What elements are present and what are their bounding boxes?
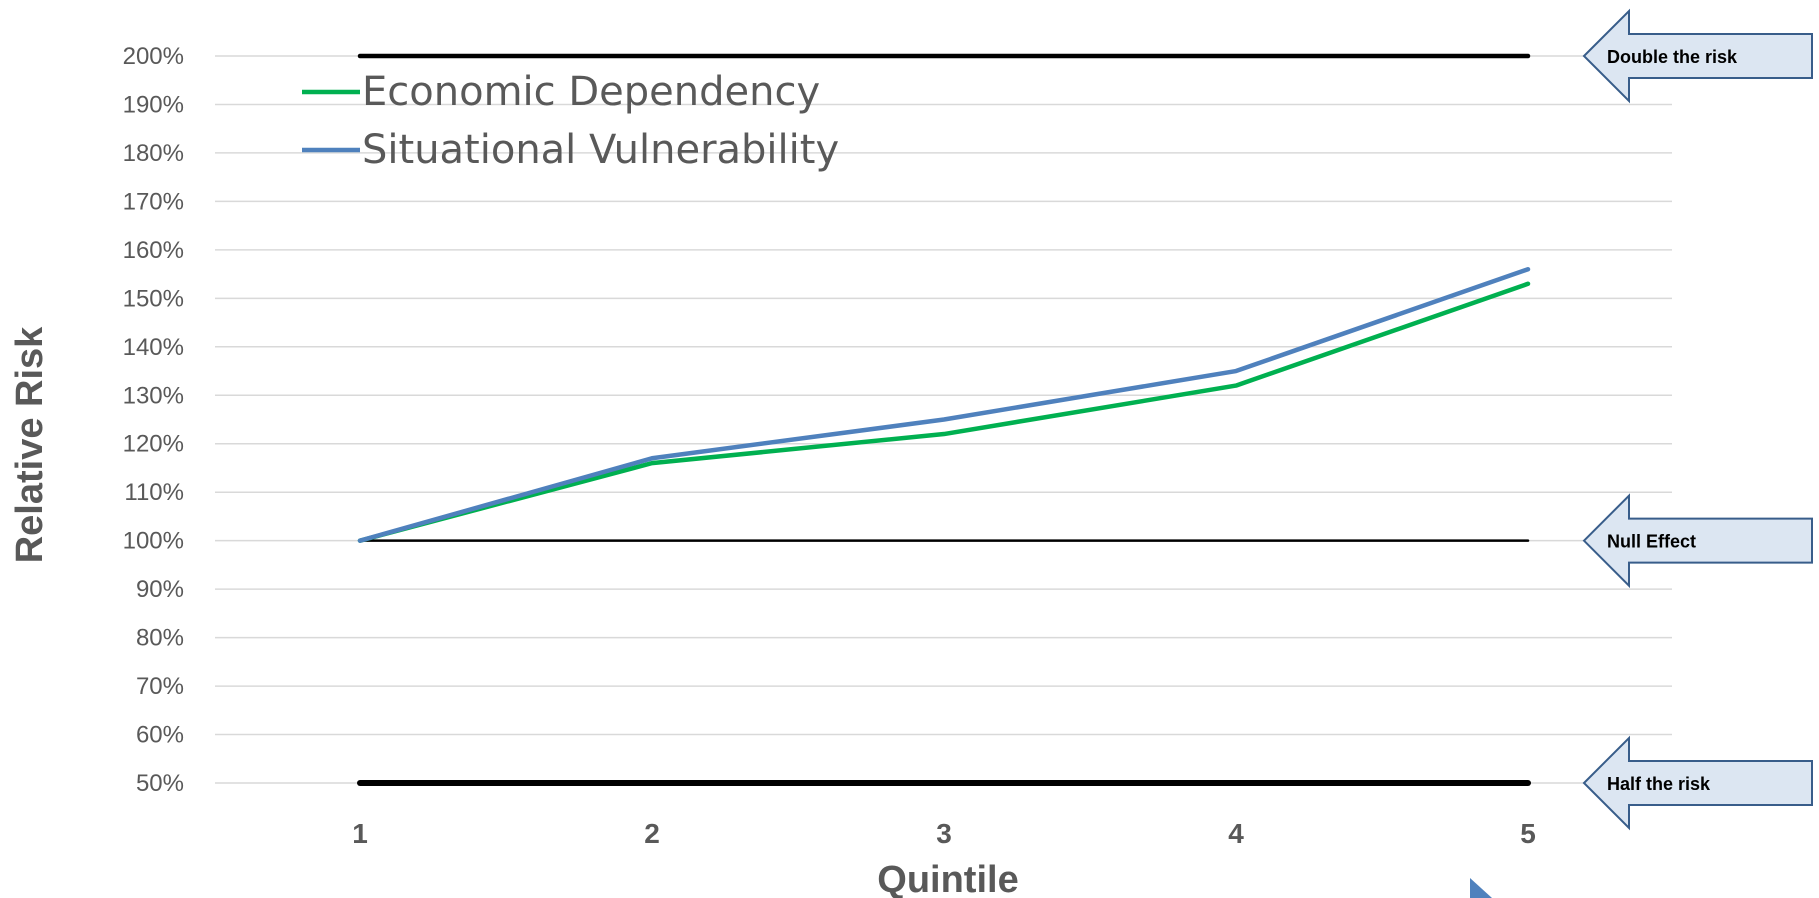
series-line [357,267,1531,543]
partial-arrow-shape [1470,878,1492,898]
callout-arrow [1582,8,1813,104]
callout-label: Null Effect [1607,532,1696,552]
y-tick-label: 170% [123,188,184,215]
series-line [357,281,1531,543]
y-tick-label: 80% [136,625,184,652]
y-tick-label: 190% [123,91,184,118]
callout-label: Half the risk [1607,774,1711,794]
y-tick-label: 70% [136,673,184,700]
x-tick-label: 1 [352,818,368,849]
y-tick-label: 140% [123,334,184,361]
y-tick-label: 160% [123,237,184,264]
callout-arrow [1582,493,1813,589]
y-tick-label: 130% [123,382,184,409]
x-axis-title: Quintile [877,859,1018,898]
y-tick-label: 180% [123,140,184,167]
y-tick-label: 50% [136,770,184,797]
y-tick-label: 120% [123,431,184,458]
callout-label: Double the risk [1607,47,1738,67]
reference-lines [357,53,1531,786]
x-tick-label: 3 [936,818,952,849]
y-tick-label: 200% [123,43,184,70]
legend: Economic Dependency Situational Vulnerabi… [302,69,839,173]
y-tick-label: 150% [123,285,184,312]
y-axis-title: Relative Risk [9,326,51,563]
x-tick-label: 4 [1228,818,1244,849]
y-tick-label: 90% [136,576,184,603]
x-axis-ticks: 1 2 3 4 5 [352,818,1536,849]
y-tick-label: 100% [123,528,184,555]
legend-label: Situational Vulnerability [362,127,839,173]
y-axis-ticks: 50% 60% 70% 80% 90% 100% 110% 120% 130% 140% 150% 1… [123,43,184,797]
x-tick-label: 2 [644,818,660,849]
x-tick-label: 5 [1520,818,1536,849]
legend-label: Economic Dependency [362,69,820,115]
callout-arrow [1582,735,1813,831]
callouts: Double the risk Null Effect Half the risk [1582,8,1813,831]
y-tick-label: 110% [124,479,184,506]
series-layer [357,267,1531,543]
y-tick-label: 60% [136,722,184,749]
